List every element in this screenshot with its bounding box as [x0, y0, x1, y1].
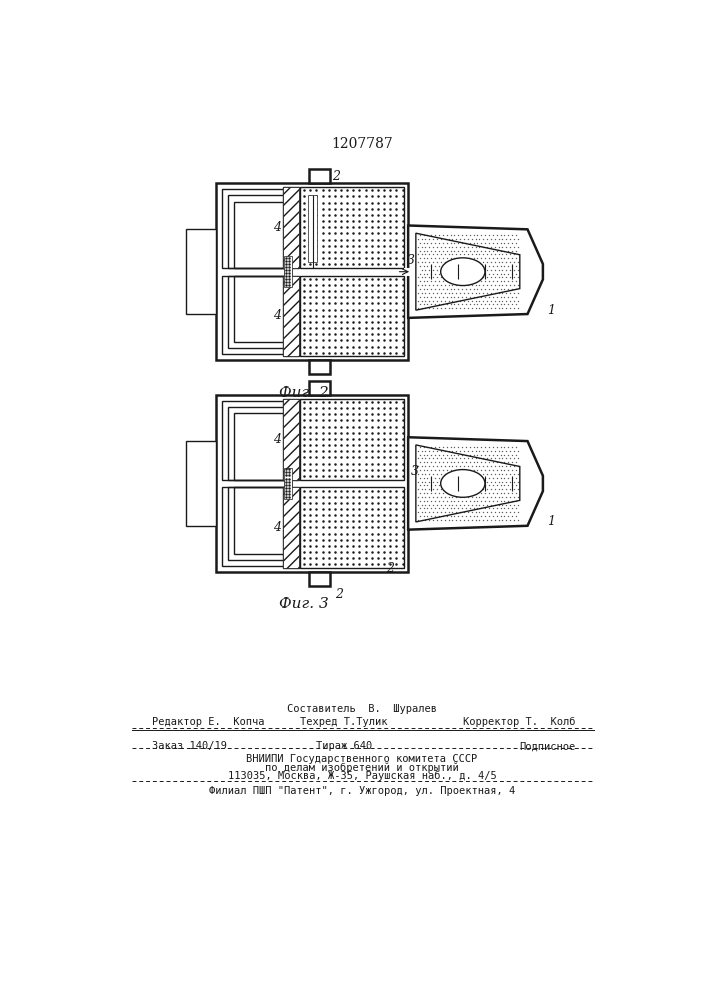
Bar [228, 407, 288, 480]
Bar [309, 169, 330, 183]
Text: 3: 3 [407, 254, 414, 267]
Bar [284, 468, 292, 499]
Bar [284, 276, 299, 356]
Bar [222, 276, 288, 354]
Text: Составитель  В.  Шуралев: Составитель В. Шуралев [287, 704, 437, 714]
Bar [228, 487, 288, 560]
Bar [222, 487, 288, 566]
Bar [284, 399, 299, 480]
Text: Подписное: Подписное [519, 741, 575, 751]
Text: Корректор Т.  Колб: Корректор Т. Колб [463, 717, 575, 727]
Bar [300, 487, 404, 568]
Text: 3: 3 [411, 465, 419, 478]
Bar [284, 187, 299, 268]
Ellipse shape [440, 470, 485, 497]
Bar [284, 399, 299, 480]
Bar [284, 487, 299, 568]
Bar [228, 276, 288, 348]
Bar [234, 487, 288, 554]
Bar [300, 399, 404, 480]
Text: по делам изобретений и открытий: по делам изобретений и открытий [265, 762, 459, 773]
Bar [416, 233, 520, 310]
Text: 5: 5 [287, 553, 295, 566]
Text: 5: 5 [287, 341, 295, 354]
Bar [309, 381, 330, 395]
Bar [234, 413, 288, 480]
Bar [216, 183, 408, 360]
Bar [187, 441, 216, 526]
Bar [187, 229, 216, 314]
Bar [222, 401, 288, 480]
Bar [284, 468, 292, 499]
Bar [284, 187, 299, 268]
Text: Редактор Е.  Копча: Редактор Е. Копча [152, 717, 264, 727]
Text: 4: 4 [273, 309, 281, 322]
Text: 1207787: 1207787 [331, 137, 393, 151]
Text: 5: 5 [287, 189, 295, 202]
Text: 4: 4 [273, 521, 281, 534]
Text: 4: 4 [273, 433, 281, 446]
Text: Заказ 140/19: Заказ 140/19 [152, 741, 227, 751]
Polygon shape [408, 225, 543, 318]
Bar [284, 256, 292, 287]
Bar [228, 195, 288, 268]
Text: Фиг. 3: Фиг. 3 [279, 597, 329, 611]
Bar [300, 399, 404, 480]
Text: Филиал ПШП "Патент", г. Ужгород, ул. Проектная, 4: Филиал ПШП "Патент", г. Ужгород, ул. Про… [209, 786, 515, 796]
Bar [284, 256, 292, 287]
Ellipse shape [440, 258, 485, 286]
Text: 113035, Москва, Ж-35, Раушская наб., д. 4/5: 113035, Москва, Ж-35, Раушская наб., д. … [228, 771, 496, 781]
Text: 1: 1 [547, 515, 555, 528]
Text: 2: 2 [387, 562, 395, 575]
Bar [308, 195, 317, 262]
Bar [300, 187, 404, 268]
Text: Тираж 640: Тираж 640 [316, 741, 373, 751]
Text: 4: 4 [273, 221, 281, 234]
Bar [300, 487, 404, 568]
Bar [416, 445, 520, 522]
Bar [309, 360, 330, 374]
Bar [234, 276, 288, 342]
Text: 2: 2 [332, 170, 340, 183]
Bar [222, 189, 288, 268]
Bar [300, 276, 404, 356]
Bar [216, 395, 408, 572]
Text: 5: 5 [287, 401, 295, 414]
Bar [300, 187, 404, 268]
Bar [234, 202, 288, 268]
Polygon shape [408, 437, 543, 530]
Text: ВНИИПИ Государственного комитета СССР: ВНИИПИ Государственного комитета СССР [246, 754, 477, 764]
Text: 2: 2 [335, 588, 343, 601]
Text: 1: 1 [547, 304, 555, 317]
Bar [300, 276, 404, 356]
Text: Фиг. 2: Фиг. 2 [279, 386, 329, 400]
Text: Техред Т.Тулик: Техред Т.Тулик [300, 717, 388, 727]
Bar [284, 276, 299, 356]
Bar [404, 268, 420, 276]
Bar [309, 572, 330, 586]
Bar [284, 487, 299, 568]
